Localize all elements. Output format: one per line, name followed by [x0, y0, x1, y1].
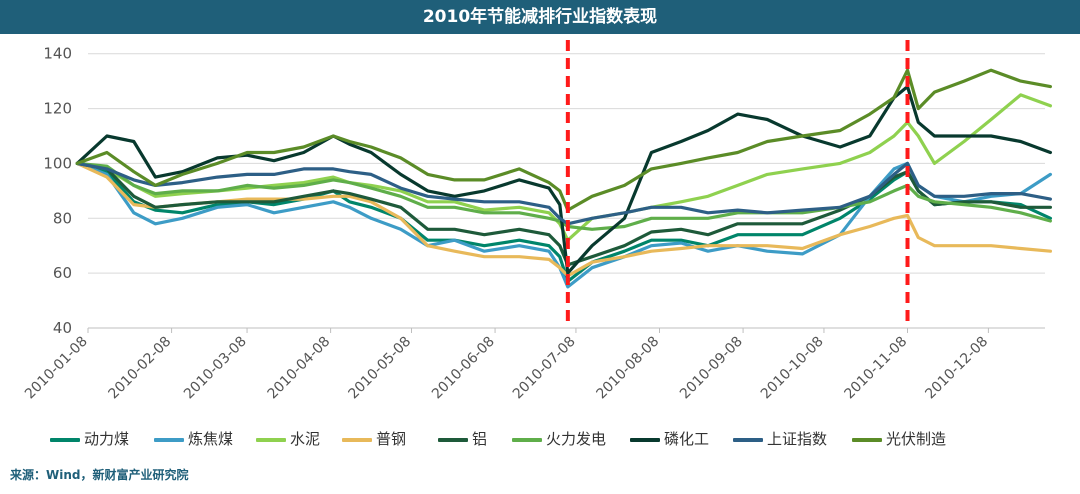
legend-swatch — [512, 437, 542, 442]
x-tick-label: 2010-05-08 — [345, 334, 414, 403]
y-tick-label: 100 — [43, 154, 72, 172]
x-tick-label: 2010-08-08 — [593, 334, 662, 403]
y-tick-label: 120 — [43, 100, 72, 118]
legend-label: 铝 — [472, 430, 488, 448]
chart-title: 2010年节能减排行业指数表现 — [422, 7, 658, 27]
legend-label: 普钢 — [376, 430, 407, 448]
source-note: 来源：Wind，新财富产业研究院 — [10, 468, 189, 482]
series-line — [75, 161, 1053, 231]
series-line — [75, 68, 1053, 212]
y-tick-label: 60 — [53, 264, 72, 282]
legend-swatch — [438, 437, 468, 442]
series-layer — [75, 68, 1053, 289]
legend-item: 动力煤 — [50, 428, 129, 450]
legend-swatch — [256, 437, 286, 442]
x-axis: 2010-01-08 2010-02-08 2010-03-08 2010-04-08… — [22, 328, 991, 402]
legend-swatch — [852, 437, 882, 442]
legend-item: 水泥 — [256, 428, 320, 450]
legend-label: 水泥 — [290, 430, 321, 448]
x-tick-label: 2010-11-08 — [841, 334, 910, 403]
legend-swatch — [154, 437, 184, 442]
legend-item: 光伏制造 — [852, 428, 946, 450]
series-line — [75, 84, 1053, 275]
x-tick-label: 2010-06-08 — [429, 334, 498, 403]
title-bar — [0, 0, 1080, 34]
y-tick-label: 140 — [43, 45, 72, 63]
y-tick-label: 40 — [53, 319, 72, 337]
x-tick-label: 2010-03-08 — [181, 334, 250, 403]
legend-item: 磷化工 — [630, 428, 709, 450]
x-tick-label: 2010-02-08 — [106, 334, 175, 403]
legend-item: 铝 — [438, 428, 487, 450]
series-line — [75, 161, 1053, 226]
x-tick-label: 2010-01-08 — [22, 334, 91, 403]
x-tick-label: 2010-07-08 — [510, 334, 579, 403]
x-tick-label: 2010-12-08 — [922, 334, 991, 403]
legend-label: 光伏制造 — [886, 430, 947, 448]
y-axis: 40 60 80 100 120 140 — [43, 45, 72, 337]
legend-label: 上证指数 — [767, 430, 828, 448]
x-tick-label: 2010-04-08 — [265, 334, 334, 403]
legend-item: 普钢 — [342, 428, 406, 450]
legend-label: 炼焦煤 — [188, 430, 234, 448]
legend-swatch — [733, 437, 763, 442]
legend-item: 炼焦煤 — [154, 428, 233, 450]
legend-swatch — [630, 437, 660, 442]
legend: 动力煤 炼焦煤 水泥 普钢 铝 火力发电 磷化工 上证指数 光伏制造 — [50, 428, 1060, 450]
x-tick-label: 2010-09-08 — [677, 334, 746, 403]
x-tick-label: 2010-10-08 — [758, 334, 827, 403]
y-tick-label: 80 — [53, 209, 72, 227]
legend-label: 火力发电 — [546, 430, 607, 448]
legend-label: 磷化工 — [664, 430, 710, 448]
marker-lines — [565, 40, 910, 328]
legend-swatch — [342, 437, 372, 442]
legend-label: 动力煤 — [84, 430, 130, 448]
series-line — [75, 161, 1053, 278]
series-line — [75, 161, 1053, 267]
legend-swatch — [50, 437, 80, 442]
legend-item: 火力发电 — [512, 428, 606, 450]
legend-item: 上证指数 — [733, 428, 827, 450]
